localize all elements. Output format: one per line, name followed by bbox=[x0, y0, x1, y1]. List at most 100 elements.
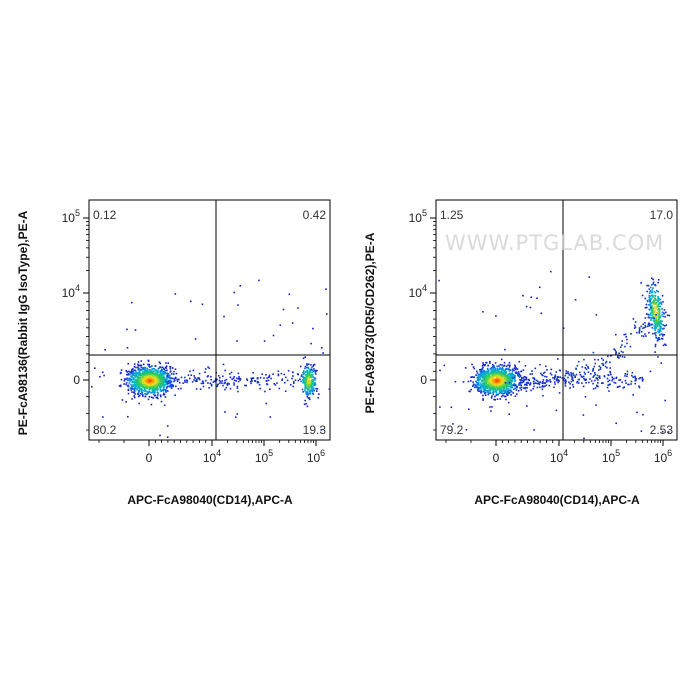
event-dot bbox=[161, 376, 163, 378]
event-dot bbox=[611, 376, 613, 378]
event-dot bbox=[147, 379, 150, 381]
event-dot bbox=[634, 382, 636, 385]
event-dot bbox=[571, 376, 574, 379]
event-dot bbox=[658, 325, 661, 328]
event-dot bbox=[505, 387, 508, 390]
event-dot bbox=[483, 385, 485, 388]
event-dot bbox=[167, 385, 169, 388]
event-dot bbox=[137, 379, 140, 382]
event-dot bbox=[498, 381, 500, 384]
event-dot bbox=[638, 386, 641, 389]
event-dot bbox=[657, 279, 660, 281]
event-dot bbox=[503, 385, 506, 387]
event-dot bbox=[174, 368, 177, 370]
event-dot bbox=[556, 379, 558, 382]
event-dot bbox=[239, 379, 241, 381]
event-dot bbox=[638, 328, 641, 331]
event-dot bbox=[519, 387, 521, 389]
event-dot bbox=[508, 388, 510, 390]
event-dot bbox=[222, 363, 225, 366]
event-dot bbox=[499, 377, 501, 380]
event-dot bbox=[615, 350, 617, 353]
event-dot bbox=[625, 336, 627, 338]
event-dot bbox=[145, 380, 147, 382]
event-dot bbox=[495, 380, 498, 383]
event-dot bbox=[170, 385, 173, 388]
event-dot bbox=[299, 365, 302, 368]
event-dot bbox=[175, 372, 178, 375]
event-dot bbox=[664, 399, 666, 402]
event-dot bbox=[195, 388, 198, 390]
event-dot bbox=[258, 384, 261, 386]
event-dot bbox=[531, 370, 533, 372]
event-dot bbox=[644, 322, 646, 324]
event-dot bbox=[604, 365, 607, 368]
event-dot bbox=[656, 319, 659, 321]
event-dot bbox=[311, 385, 314, 388]
event-dot bbox=[657, 295, 659, 298]
event-dot bbox=[312, 381, 314, 383]
event-dot bbox=[150, 396, 153, 398]
event-dot bbox=[309, 393, 312, 395]
event-dot bbox=[549, 379, 551, 381]
event-dot bbox=[648, 308, 650, 311]
event-dot bbox=[557, 381, 559, 384]
event-dot bbox=[594, 387, 597, 389]
event-dot bbox=[542, 394, 544, 397]
x-tick-label: 0 bbox=[146, 451, 153, 465]
event-dot bbox=[654, 297, 656, 299]
event-dot bbox=[133, 396, 136, 399]
event-dot bbox=[655, 302, 657, 305]
event-dot bbox=[511, 370, 514, 372]
event-dot bbox=[567, 376, 569, 379]
event-dot bbox=[655, 327, 658, 329]
event-dot bbox=[270, 377, 272, 380]
event-dot bbox=[491, 379, 493, 382]
event-dot bbox=[251, 380, 253, 382]
event-dot bbox=[518, 382, 521, 385]
event-dot bbox=[167, 382, 169, 385]
event-dot bbox=[498, 385, 501, 388]
event-dot bbox=[164, 373, 166, 375]
event-dot bbox=[491, 406, 493, 408]
event-dot bbox=[291, 322, 294, 324]
event-dot bbox=[312, 327, 314, 330]
event-dot bbox=[165, 391, 167, 393]
event-dot bbox=[501, 375, 504, 378]
event-dot bbox=[309, 386, 312, 389]
event-dot bbox=[507, 383, 510, 386]
event-dot bbox=[137, 361, 140, 363]
event-dot bbox=[210, 384, 213, 387]
event-dot bbox=[514, 387, 517, 390]
event-dot bbox=[305, 392, 307, 395]
event-dot bbox=[488, 369, 490, 372]
event-dot bbox=[650, 319, 652, 321]
event-dot bbox=[599, 368, 602, 370]
event-dot bbox=[310, 383, 312, 386]
event-dot bbox=[216, 378, 218, 381]
event-dot bbox=[143, 380, 145, 383]
event-dot bbox=[317, 397, 319, 399]
event-dot bbox=[509, 364, 511, 367]
event-dot bbox=[172, 384, 174, 387]
event-dot bbox=[593, 365, 596, 368]
event-dot bbox=[519, 379, 521, 381]
event-dot bbox=[504, 395, 507, 398]
event-dot bbox=[133, 366, 136, 368]
x-tick-label: 104 bbox=[550, 448, 568, 465]
event-dot bbox=[145, 372, 148, 374]
event-dot bbox=[480, 373, 482, 375]
event-dot bbox=[439, 406, 441, 408]
event-dot bbox=[513, 375, 515, 377]
event-dot bbox=[276, 382, 278, 384]
event-dot bbox=[236, 340, 238, 342]
event-dot bbox=[658, 307, 660, 310]
event-dot bbox=[497, 376, 500, 378]
event-dot bbox=[668, 314, 671, 317]
event-dot bbox=[199, 388, 202, 390]
event-dot bbox=[136, 393, 139, 395]
event-dot bbox=[163, 381, 166, 383]
event-dot bbox=[659, 327, 661, 330]
event-dot bbox=[658, 329, 661, 332]
event-dot bbox=[176, 378, 178, 381]
